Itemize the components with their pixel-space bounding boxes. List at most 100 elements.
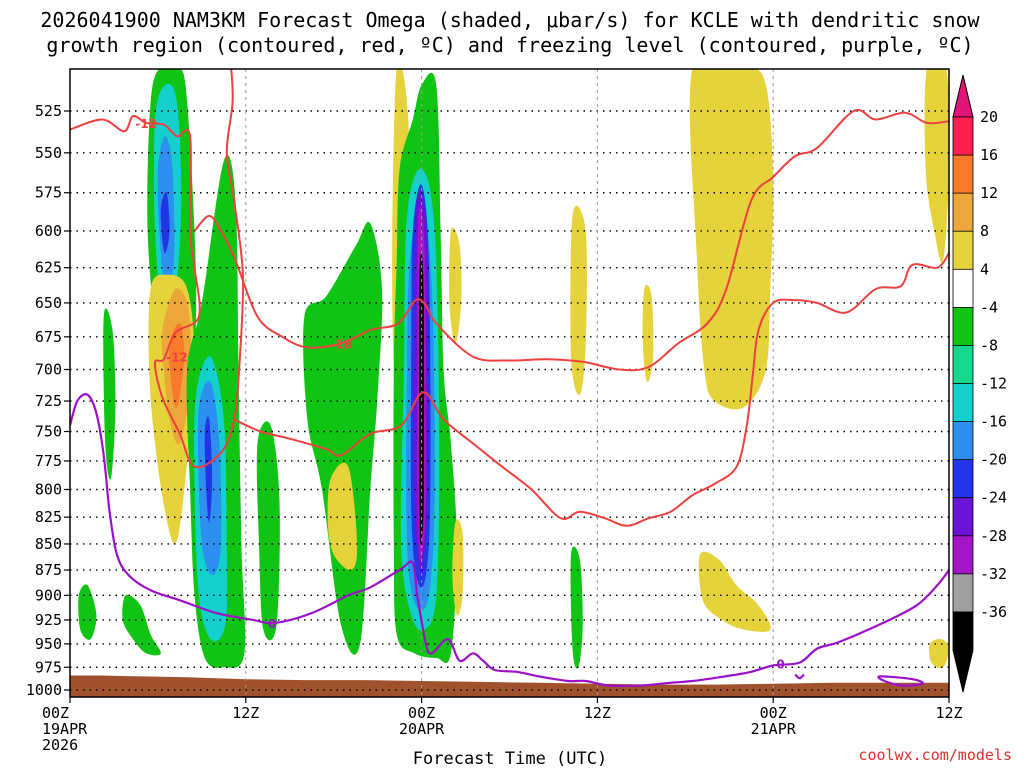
omega-region-3 — [160, 191, 170, 254]
surface-terrain — [70, 675, 949, 697]
omega-region-33 — [929, 639, 949, 669]
dgz-label-0: -12 — [135, 117, 157, 131]
omega-region-14 — [256, 421, 280, 641]
x-tick-label-48-1: 21APR — [751, 720, 797, 738]
colorbar-bottom-arrow — [952, 649, 974, 693]
y-tick-label-675: 675 — [35, 328, 62, 346]
colorbar-swatch-11 — [952, 535, 974, 575]
freezing-level-line-2 — [794, 673, 805, 680]
freezing-level — [70, 393, 949, 688]
omega-region-12 — [78, 584, 97, 640]
y-tick-label-825: 825 — [35, 508, 62, 526]
x-tick-label-0-2: 2026 — [42, 736, 78, 754]
dgz-isotherms — [70, 69, 949, 527]
colorbar-swatch-4 — [952, 268, 974, 309]
x-tick-label-24-0: 00Z — [408, 704, 435, 722]
omega-region-15 — [303, 221, 383, 655]
chart-title-line-1: 2026041900 NAM3KM Forecast Omega (shaded… — [40, 8, 980, 32]
x-tick-label-36-0: 12Z — [584, 704, 611, 722]
y-tick-label-600: 600 — [35, 222, 62, 240]
surface-band — [70, 675, 949, 697]
colorbar-swatch-3 — [952, 230, 974, 270]
omega-region-27 — [570, 205, 587, 396]
y-tick-label-525: 525 — [35, 102, 62, 120]
omega-region-30 — [689, 69, 774, 410]
colorbar-label-4: 4 — [980, 260, 989, 278]
omega-region-32 — [924, 69, 949, 263]
y-tick-label-1000: 1000 — [26, 681, 62, 699]
y-tick-label-750: 750 — [35, 422, 62, 440]
colorbar-swatch-9 — [952, 459, 974, 499]
y-tick-label-950: 950 — [35, 635, 62, 653]
y-tick-label-775: 775 — [35, 452, 62, 470]
freezing-label-0: 0 — [268, 617, 276, 631]
colorbar-label-8: -16 — [980, 413, 1007, 431]
colorbar-swatch-2 — [952, 192, 974, 232]
colorbar-swatch-13 — [952, 611, 974, 651]
colorbar-swatch-12 — [952, 573, 974, 613]
y-tick-label-625: 625 — [35, 259, 62, 277]
y-tick-label-650: 650 — [35, 294, 62, 312]
colorbar-label-2: 12 — [980, 184, 998, 202]
colorbar-label-7: -12 — [980, 375, 1007, 393]
colorbar-swatch-5 — [952, 306, 974, 347]
y-tick-label-900: 900 — [35, 586, 62, 604]
colorbar-label-1: 16 — [980, 146, 998, 164]
plot-area: -12 -12 -18 0 0 — [69, 68, 950, 698]
omega-region-11 — [122, 594, 161, 656]
colorbar-top-arrow — [952, 74, 974, 118]
freezing-level-line-0 — [70, 393, 949, 688]
freezing-label-1: 0 — [776, 658, 784, 672]
colorbar-swatch-6 — [952, 344, 974, 385]
colorbar-swatch-0 — [952, 116, 974, 156]
y-axis-ticks: 525 550 575 600 625 650 675 700 725 750 775 800 825 8… — [26, 102, 70, 699]
dgz-label-1: -12 — [166, 351, 188, 365]
x-tick-label-60-0: 12Z — [935, 704, 962, 722]
credit-text: coolwx.com/models — [858, 746, 1012, 764]
omega-region-25 — [449, 227, 462, 344]
colorbar-label-6: -8 — [980, 336, 998, 354]
omega-region-6 — [169, 323, 185, 408]
colorbar-label-9: -20 — [980, 451, 1007, 469]
omega-region-10 — [204, 416, 213, 523]
colorbar-swatch-7 — [952, 383, 974, 423]
colorbar-swatch-10 — [952, 497, 974, 537]
y-tick-label-550: 550 — [35, 144, 62, 162]
dgz-isotherm-0 — [70, 69, 245, 469]
omega-region-29 — [570, 546, 583, 669]
colorbar-swatch-8 — [952, 421, 974, 461]
dgz-isotherm-2 — [193, 109, 949, 372]
colorbar-label-13: -36 — [980, 603, 1007, 621]
x-tick-label-24-1: 20APR — [399, 720, 445, 738]
omega-shading — [78, 69, 949, 669]
freezing-level-line-1 — [877, 675, 925, 687]
plot-frame — [69, 68, 950, 698]
x-axis-title: Forecast Time (UTC) — [413, 749, 607, 768]
omega-region-28 — [642, 284, 654, 383]
contour-labels: -12 -12 -18 0 0 — [135, 117, 784, 672]
x-tick-label-48-0: 00Z — [760, 704, 787, 722]
y-tick-label-575: 575 — [35, 184, 62, 202]
colorbar-label-10: -24 — [980, 489, 1007, 507]
colorbar-label-11: -28 — [980, 527, 1007, 545]
y-tick-label-925: 925 — [35, 611, 62, 629]
x-tick-label-0-0: 00Z — [42, 704, 69, 722]
colorbar-label-12: -32 — [980, 565, 1007, 583]
y-tick-label-725: 725 — [35, 392, 62, 410]
x-tick-label-0-1: 19APR — [42, 720, 88, 738]
x-tick-label-12-0: 12Z — [232, 704, 259, 722]
omega-region-13 — [103, 308, 116, 480]
dgz-isotherm-3 — [233, 252, 949, 527]
colorbar-swatch-1 — [952, 154, 974, 194]
dgz-label-2: -18 — [330, 337, 352, 351]
colorbar-label-5: -4 — [980, 298, 998, 316]
omega-region-31 — [698, 551, 771, 632]
colorbar-label-0: 20 — [980, 108, 998, 126]
y-tick-label-875: 875 — [35, 561, 62, 579]
y-tick-label-975: 975 — [35, 658, 62, 676]
colorbar-label-3: 8 — [980, 222, 989, 240]
colorbar: 20 16 12 8 4 -4 -8 -12 -16 -20 -24 -28 -32 -36 — [952, 74, 1007, 693]
